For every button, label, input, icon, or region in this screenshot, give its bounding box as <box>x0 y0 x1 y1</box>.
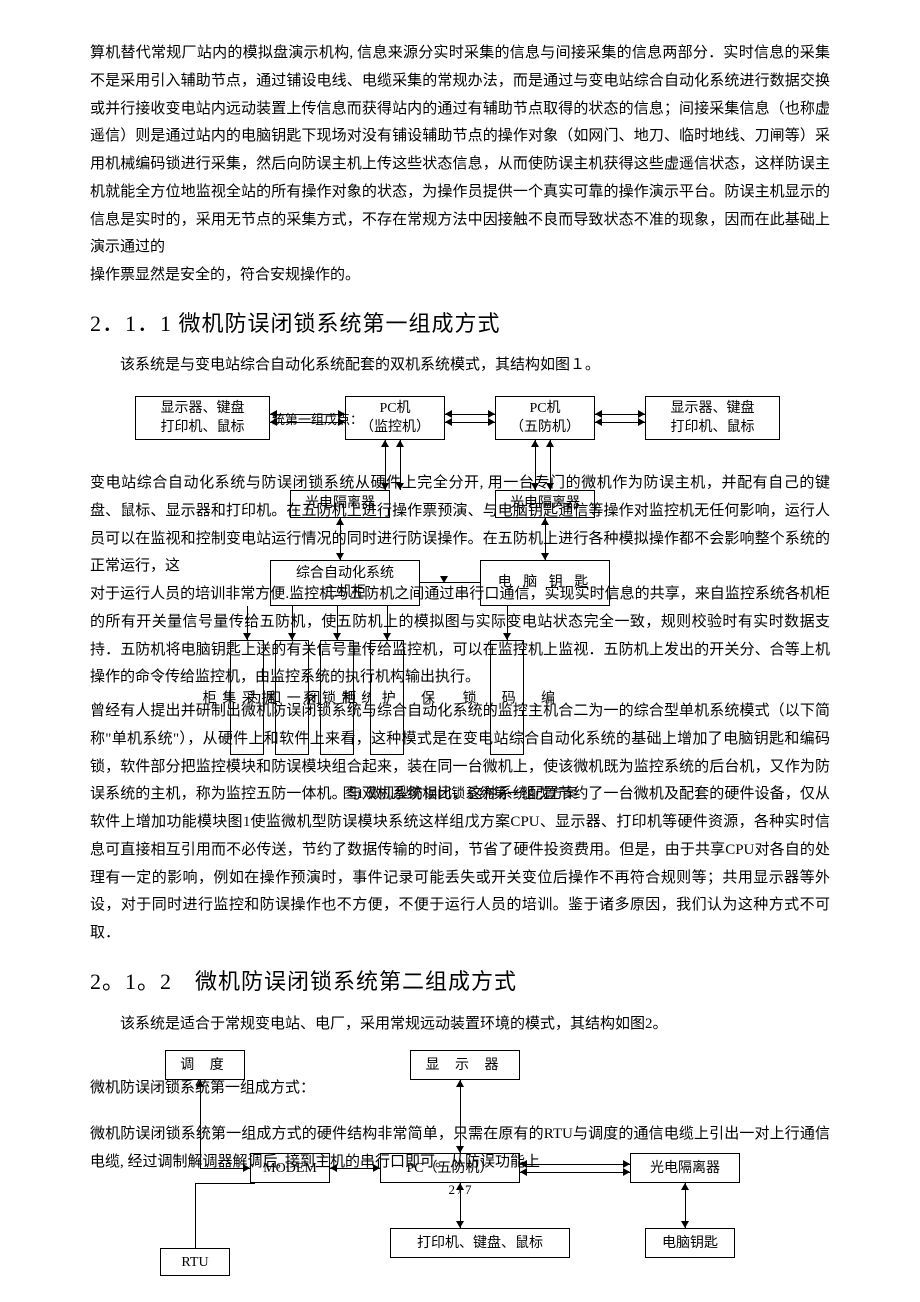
paragraph-4: 对于运行人员的培训非常方便.监控机与五防机之间通过串行口通信，实现实时信息的共享… <box>90 581 830 692</box>
paragraph-2: 该系统是与变电站综合自动化系统配套的双机系统模式，其结构如图１。 <box>90 352 830 380</box>
heading-2-1-1: 2．1．1 微机防误闭锁系统第一组成方式 <box>90 304 830 345</box>
heading-2-1-2: 2。1。2 微机防误闭锁系统第二组成方式 <box>90 962 830 1003</box>
paragraph-6: 该系统是适合于常规变电站、电厂，采用常规远动装置环境的模式，其结构如图2。 <box>90 1011 830 1039</box>
d2-box-rtu: RTU <box>160 1248 230 1276</box>
d1-midtext: 统第一组戊点： <box>272 408 363 432</box>
paragraph-5: 曾经有人提出并研制出微机防误闭锁系统与综合自动化系统的监控主机合二为一的综合型单… <box>90 698 830 948</box>
paragraph-3: 变电站综合自动化系统与防误闭锁系统从硬件上完全分开, 用一台专门的微机作为防误主… <box>90 470 830 581</box>
d2-box-key: 电脑钥匙 <box>645 1228 735 1258</box>
paragraph-1: 算机替代常规厂站内的模拟盘演示机构, 信息来源分实时采集的信息与间接采集的信息两… <box>90 40 830 262</box>
d2-box-peripherals: 打印机、键盘、鼠标 <box>390 1228 570 1258</box>
paragraph-8: 微机防误闭锁系统第一组成方式的硬件结构非常简单，只需在原有的RTU与调度的通信电… <box>90 1121 830 1177</box>
d1-box-pc-wufang: PC机（五防机） <box>495 396 595 440</box>
paragraph-1b: 操作票显然是安全的，符合安规操作的。 <box>90 262 830 290</box>
d1-box-peripherals-left: 显示器、键盘打印机、鼠标 <box>135 396 270 440</box>
paragraph-7: 微机防误闭锁系统第一组成方式： <box>90 1075 830 1103</box>
page-number: 2 / 7 <box>90 1178 830 1202</box>
d1-box-peripherals-right: 显示器、键盘打印机、鼠标 <box>645 396 780 440</box>
